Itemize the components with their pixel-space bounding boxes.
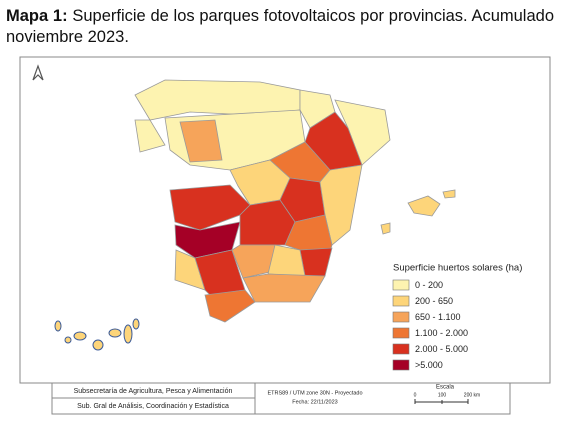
island xyxy=(123,324,133,344)
province xyxy=(442,189,456,199)
legend-label: >5.000 xyxy=(415,360,443,370)
legend: 0 - 200 200 - 650 650 - 1.100 1.100 - 2.000… xyxy=(392,279,468,371)
island xyxy=(73,331,87,341)
province xyxy=(334,99,391,166)
footer-org: Subsecretaría de Agricultura, Pesca y Al… xyxy=(74,388,233,395)
island xyxy=(108,328,122,338)
legend-swatch xyxy=(392,343,410,355)
province xyxy=(134,119,166,153)
legend-swatch xyxy=(392,295,410,307)
scale-label: 100 xyxy=(438,392,447,398)
legend-swatch xyxy=(392,327,410,339)
title-label: Mapa 1: xyxy=(6,7,68,25)
scale-title: Escala xyxy=(436,385,455,391)
map-title: Mapa 1: Superficie de los parques fotovo… xyxy=(6,6,554,48)
legend-title: Superficie huertos solares (ha) xyxy=(393,263,522,274)
canary-islands xyxy=(54,318,140,351)
island xyxy=(54,320,62,332)
legend-swatch xyxy=(392,359,410,371)
legend-label: 650 - 1.100 xyxy=(415,312,461,322)
island xyxy=(64,336,72,344)
province xyxy=(204,289,256,323)
footer-projection: ETRS89 / UTM zone 30N - Proyectado xyxy=(267,390,362,396)
scale-label: 0 xyxy=(414,392,417,398)
scale-label: 200 km xyxy=(464,392,480,398)
legend-label: 2.000 - 5.000 xyxy=(415,344,468,354)
footer-date: Fecha: 22/11/2023 xyxy=(292,399,337,405)
province xyxy=(242,273,326,303)
island xyxy=(132,318,140,330)
legend-label: 200 - 650 xyxy=(415,296,453,306)
footer-dept: Sub. Gral de Análisis, Coordinación y Es… xyxy=(77,403,229,410)
legend-label: 1.100 - 2.000 xyxy=(415,328,468,338)
title-text: Superficie de los parques fotovoltaicos … xyxy=(6,7,555,46)
legend-swatch xyxy=(392,279,410,291)
scale-bar xyxy=(414,399,469,404)
legend-swatch xyxy=(392,311,410,323)
legend-label: 0 - 200 xyxy=(415,280,443,290)
spain-map xyxy=(54,79,456,351)
province xyxy=(179,119,223,163)
province xyxy=(267,244,306,277)
province xyxy=(380,222,391,235)
province xyxy=(407,195,441,217)
island xyxy=(92,339,104,351)
north-arrow xyxy=(32,64,44,81)
